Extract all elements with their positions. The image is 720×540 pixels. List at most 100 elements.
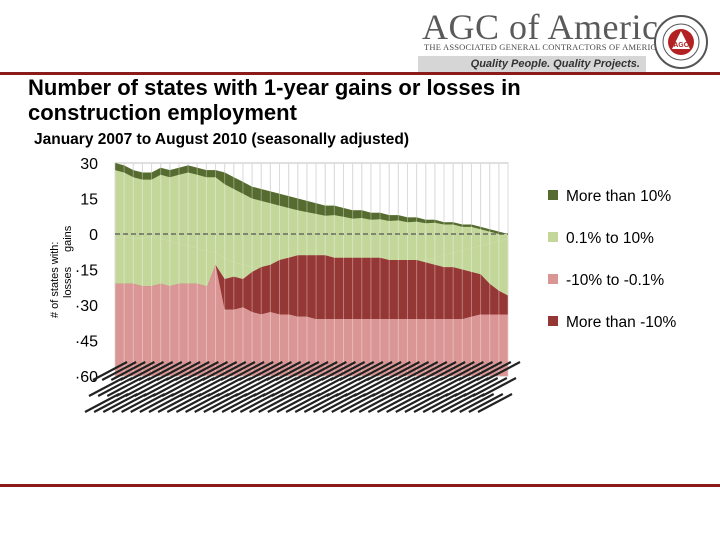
x-tick-mark (275, 361, 311, 381)
x-tick-mark (152, 377, 188, 397)
x-tick-mark (221, 393, 257, 413)
x-tick-mark (267, 393, 303, 413)
x-tick-mark (161, 377, 197, 397)
x-tick-mark (258, 393, 294, 413)
x-tick-mark (139, 393, 175, 413)
x-tick-mark (417, 377, 453, 397)
x-tick-mark (384, 361, 420, 381)
x-tick-mark (130, 393, 166, 413)
x-tick-mark (111, 393, 147, 413)
x-tick-mark (339, 361, 375, 381)
x-tick-mark (298, 377, 334, 397)
x-tick-mark (316, 377, 353, 397)
x-tick-mark (134, 377, 170, 397)
x-tick-mark (404, 393, 440, 413)
x-tick-mark (413, 393, 449, 413)
x-tick-mark (280, 377, 316, 397)
agc-logo: AGC of America THE ASSOCIATED GENERAL CO… (418, 6, 718, 72)
x-tick-mark (165, 361, 201, 381)
chart-title: Number of states with 1-year gains or lo… (28, 75, 548, 125)
x-tick-mark (212, 393, 248, 413)
x-tick-mark (408, 377, 444, 397)
x-tick-mark (88, 377, 124, 397)
x-tick-mark (262, 377, 298, 397)
x-tick-mark (238, 361, 274, 381)
x-tick-mark (266, 361, 302, 381)
x-tick-mark (458, 361, 494, 381)
x-tick-mark (248, 393, 285, 413)
x-tick-mark (174, 361, 210, 381)
x-tick-mark (477, 393, 513, 413)
x-tick-mark (463, 377, 499, 397)
x-tick-mark (166, 393, 202, 413)
x-tick-mark (422, 393, 458, 413)
x-tick-mark (431, 393, 467, 413)
x-tick-mark (380, 377, 416, 397)
x-tick-mark (371, 377, 407, 397)
x-tick-mark (252, 377, 289, 397)
legend-swatch (548, 232, 558, 242)
x-tick-mark (285, 393, 321, 413)
x-tick-mark (84, 393, 120, 413)
top-divider (0, 72, 720, 75)
x-tick-mark (289, 377, 325, 397)
x-tick-mark (185, 393, 221, 413)
x-tick-mark (444, 377, 480, 397)
x-tick-mark (320, 361, 357, 381)
chart-subtitle: January 2007 to August 2010 (seasonally … (34, 131, 410, 148)
legend-label: More than -10% (566, 314, 676, 331)
x-tick-mark (220, 361, 256, 381)
x-tick-mark (357, 361, 393, 381)
x-tick-mark (202, 361, 238, 381)
legend-label: -10% to -0.1% (566, 272, 664, 289)
x-tick-mark (349, 393, 385, 413)
x-tick-mark (467, 361, 503, 381)
x-tick-mark (143, 377, 179, 397)
x-tick-mark (121, 393, 157, 413)
y-axis-label: # of states with: (49, 242, 61, 318)
x-tick-mark (294, 393, 330, 413)
x-tick-mark (239, 393, 275, 413)
agc-seal-icon: AGC (654, 15, 708, 69)
x-tick-mark (92, 361, 128, 381)
x-tick-mark (366, 361, 402, 381)
x-tick-mark (247, 361, 283, 381)
x-tick-mark (485, 361, 521, 381)
series-area-loss-small (115, 283, 508, 376)
x-tick-mark (256, 361, 293, 381)
x-tick-mark (211, 361, 247, 381)
x-tick-mark (395, 393, 431, 413)
x-tick-mark (344, 377, 380, 397)
x-tick-mark (102, 393, 138, 413)
x-tick-mark (307, 377, 343, 397)
logo-text: AGC of America (422, 7, 675, 47)
x-tick-mark (459, 393, 495, 413)
x-tick-mark (93, 393, 129, 413)
x-tick-mark (348, 361, 384, 381)
x-tick-mark (367, 393, 403, 413)
x-tick-mark (175, 393, 211, 413)
x-tick-mark (311, 361, 347, 381)
x-tick-mark (101, 361, 137, 381)
x-tick-mark (331, 393, 367, 413)
series-area-gain-small (115, 163, 508, 234)
chart-title-text: Number of states with 1-year gains or lo… (28, 75, 521, 125)
x-tick-mark (394, 361, 430, 381)
bottom-divider (0, 484, 720, 487)
y-tick-label: ·45 (75, 334, 98, 351)
x-tick-mark (243, 377, 279, 397)
y-tick-label: ·30 (75, 298, 98, 315)
logo-subtitle: THE ASSOCIATED GENERAL CONTRACTORS OF AM… (424, 42, 663, 52)
x-tick-mark (476, 361, 512, 381)
x-tick-mark (302, 361, 338, 381)
x-tick-mark (399, 377, 435, 397)
y-tick-label: ·60 (75, 369, 98, 386)
y-tick-label: 30 (80, 156, 98, 173)
x-tick-mark (322, 393, 358, 413)
x-tick-mark (156, 361, 192, 381)
x-tick-mark (293, 361, 329, 381)
x-tick-mark (386, 393, 422, 413)
x-tick-mark (207, 377, 243, 397)
x-tick-mark (450, 393, 486, 413)
